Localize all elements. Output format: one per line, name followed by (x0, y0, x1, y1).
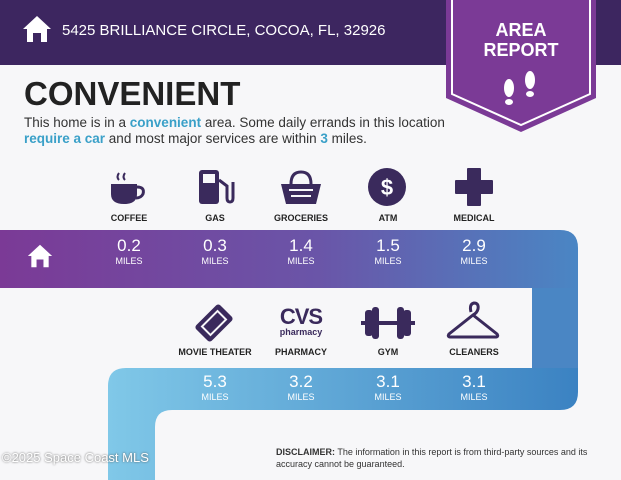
desc-highlight: convenient (129, 115, 202, 130)
footprints-icon (504, 71, 535, 105)
gas-pump-icon (199, 170, 235, 204)
distance-unit: MILES (374, 256, 402, 266)
distance-unit: MILES (115, 256, 143, 266)
address: 5425 BRILLIANCE CIRCLE, COCOA, FL, 32926 (62, 22, 386, 39)
page-title: CONVENIENT (24, 75, 241, 112)
coffee-cup-icon (111, 172, 145, 204)
disclaimer-text: The information in this report is from t… (276, 447, 588, 469)
distance-unit: MILES (374, 392, 402, 402)
badge-line2: REPORT (483, 40, 559, 60)
distance-value: 3.1 (462, 372, 486, 391)
distance-unit: MILES (287, 392, 315, 402)
distance-cell: 2.9 MILES (434, 236, 514, 266)
home-marker-icon (27, 244, 53, 268)
distance-cell: 1.4 MILES (261, 236, 341, 266)
distance-value: 0.3 (203, 236, 227, 255)
description: This home is in a convenient area. Some … (24, 115, 454, 147)
distance-cell: 3.1 MILES (434, 372, 514, 402)
distance-unit: MILES (201, 256, 229, 266)
disclaimer: DISCLAIMER: The information in this repo… (276, 446, 606, 470)
distance-unit: MILES (201, 392, 229, 402)
distance-value: 3.1 (376, 372, 400, 391)
label-gas: GAS (205, 213, 225, 223)
label-groceries: GROCERIES (273, 213, 328, 223)
distance-cell: 0.2 MILES (89, 236, 169, 266)
grocery-basket-icon (281, 170, 321, 204)
desc-text: This home is in a (24, 115, 130, 130)
desc-highlight: require a car (24, 131, 106, 146)
home-icon (23, 16, 51, 42)
label-gym: GYM (377, 347, 399, 357)
distance-value: 1.4 (289, 236, 313, 255)
cvs-pharmacy-logo: CVS pharmacy (270, 306, 332, 337)
distance-unit: MILES (460, 256, 488, 266)
distance-cell: 0.3 MILES (175, 236, 255, 266)
label-movie-theater: MOVIE THEATER (178, 347, 252, 357)
badge-line1: AREA (495, 20, 547, 40)
distance-unit: MILES (460, 392, 488, 402)
distance-cell: 1.5 MILES (348, 236, 428, 266)
distance-unit: MILES (287, 256, 315, 266)
dumbbell-icon (361, 307, 415, 339)
distance-cell: 3.2 MILES (261, 372, 341, 402)
desc-highlight: 3 (320, 131, 328, 146)
distance-value: 2.9 (462, 236, 486, 255)
label-coffee: COFFEE (110, 213, 148, 223)
distance-value: 0.2 (117, 236, 141, 255)
cvs-text: CVS (279, 304, 323, 329)
disclaimer-label: DISCLAIMER: (276, 447, 335, 457)
label-pharmacy: PHARMACY (274, 347, 327, 357)
medical-cross-icon (455, 168, 493, 206)
hanger-icon (446, 301, 500, 339)
ticket-icon (195, 304, 233, 342)
label-cleaners: CLEANERS (449, 347, 499, 357)
label-medical: MEDICAL (453, 213, 495, 223)
distance-value: 5.3 (203, 372, 227, 391)
dollar-icon: $ (368, 168, 406, 206)
distance-value: 1.5 (376, 236, 400, 255)
distance-cell: 5.3 MILES (175, 372, 255, 402)
distance-value: 3.2 (289, 372, 313, 391)
desc-text: miles. (327, 131, 367, 146)
watermark: ©2025 Space Coast MLS (2, 450, 149, 465)
desc-text: and most major services are within (105, 131, 321, 146)
distance-cell: 3.1 MILES (348, 372, 428, 402)
svg-text:$: $ (381, 175, 393, 200)
area-report-badge (446, 0, 596, 132)
area-report-label: AREA REPORT (446, 20, 596, 60)
desc-text: area. Some daily errands in this locatio… (201, 115, 445, 130)
pharmacy-text: pharmacy (279, 327, 323, 337)
label-atm: ATM (378, 213, 398, 223)
